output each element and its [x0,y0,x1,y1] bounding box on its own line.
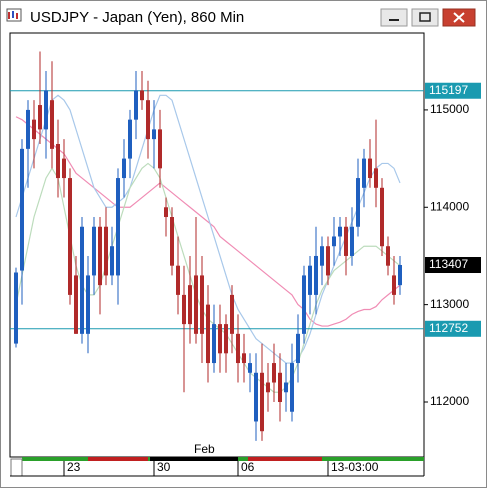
y-tick-label: 112000 [430,394,469,408]
candle-body [62,158,66,179]
close-button[interactable] [442,8,476,27]
candle-body [68,178,72,295]
candle-body [44,90,48,130]
candle-body [218,324,222,354]
candle-body [182,294,186,325]
candle-body [122,158,126,179]
plot-area [9,32,425,458]
candle-body [80,226,84,334]
minimize-button[interactable] [380,8,408,27]
candle-body [212,324,216,364]
candle-body [188,285,192,325]
candle-body [236,333,240,364]
candle-body [242,353,246,364]
time-strip [22,457,424,461]
candle-body [116,178,120,276]
last-price-label: 113407 [429,257,468,271]
candle-body [296,333,300,364]
candle-body [380,187,384,247]
candle-body [26,109,30,149]
candle-body [74,275,78,334]
moving-average [15,94,401,364]
candle-body [176,265,180,295]
candle-body [92,226,96,276]
candle-body [164,207,168,218]
price-label: 112752 [429,321,468,335]
candle-body [374,168,378,188]
candle-body [254,372,258,422]
y-tick-label: 113000 [430,297,469,311]
candle-body [224,324,228,354]
scroll-box[interactable] [10,458,23,477]
candle-body [314,255,318,295]
y-tick-label: 114000 [430,199,469,213]
candle-body [260,372,264,432]
price-label: 115197 [429,83,468,97]
candle-body [86,275,90,334]
candle-body [326,246,330,276]
candle-body [50,100,54,149]
candle-body [98,226,102,286]
candle-body [344,226,348,256]
candle-body [398,265,402,286]
window-icon [6,8,22,22]
candle-body [248,363,252,373]
candle-body [32,119,36,140]
candle-body [20,148,24,271]
candle-body [38,105,42,130]
candle-body [266,382,270,393]
candle-body [332,236,336,247]
x-tick-label: 13-03:00 [331,460,379,474]
moving-average [15,116,401,327]
x-tick-label: 06 [241,460,255,474]
candle-body [14,272,18,344]
x-tick-label: 30 [157,460,171,474]
candle-body [290,363,294,412]
candle-body [134,90,138,120]
month-label: Feb [194,442,215,456]
candle-body [56,143,60,179]
candle-body [128,119,132,159]
maximize-button[interactable] [411,8,439,27]
candle-body [200,275,204,334]
candle-body [362,158,366,188]
last-price-box [425,257,481,274]
candle-body [170,217,174,266]
candle-body [110,246,114,276]
candle-body [368,158,372,179]
candle-body [302,275,306,334]
candle-body [140,90,144,101]
x-tick-label: 23 [67,460,81,474]
price-label-box [425,82,481,99]
candle-body [272,363,276,383]
candle-body [308,265,312,295]
candle-body [152,129,156,140]
window-title: USDJPY - Japan (Yen), 860 Min [30,9,244,26]
candle-body [284,382,288,393]
candle-body [278,372,282,402]
candle-body [206,304,210,364]
candle-body [104,226,108,276]
candle-body [194,275,198,334]
candle-body [158,129,162,169]
candle-body [350,226,354,256]
price-label-box [425,320,481,337]
y-tick-label: 115000 [430,102,469,116]
candle-body [356,178,360,227]
candle-body [386,246,390,266]
candle-body [230,294,234,334]
candle-body [146,100,150,140]
candle-body [392,275,396,295]
candle-body [338,226,342,237]
candle-body [320,246,324,266]
